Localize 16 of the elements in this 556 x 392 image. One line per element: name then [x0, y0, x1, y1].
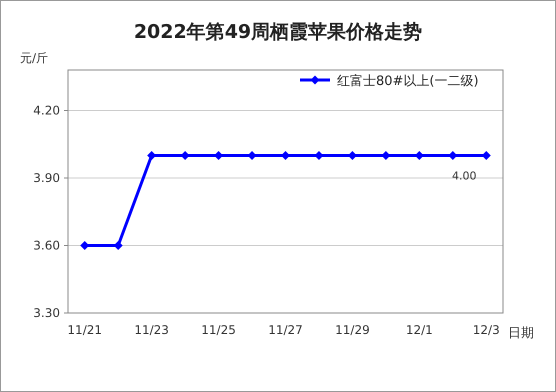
y-axis-title: 元/斤: [20, 51, 48, 65]
legend-label: 红富士80#以上(一二级): [337, 73, 479, 89]
x-tick-label: 11/23: [134, 323, 169, 337]
x-tick-label: 12/3: [472, 323, 500, 337]
y-tick-label: 3.60: [33, 238, 60, 252]
y-tick-label: 3.30: [33, 306, 60, 320]
x-tick-label: 11/25: [201, 323, 236, 337]
x-tick-label: 11/29: [335, 323, 370, 337]
x-tick-label: 12/1: [406, 323, 433, 337]
x-axis-title: 日期: [508, 326, 534, 341]
data-label: 4.00: [452, 170, 477, 182]
x-tick-label: 11/27: [268, 323, 303, 337]
y-tick-label: 4.20: [33, 104, 60, 118]
y-tick-label: 3.90: [33, 171, 60, 185]
x-tick-label: 11/21: [67, 323, 102, 337]
chart-title: 2022年第49周栖霞苹果价格走势: [134, 21, 422, 43]
